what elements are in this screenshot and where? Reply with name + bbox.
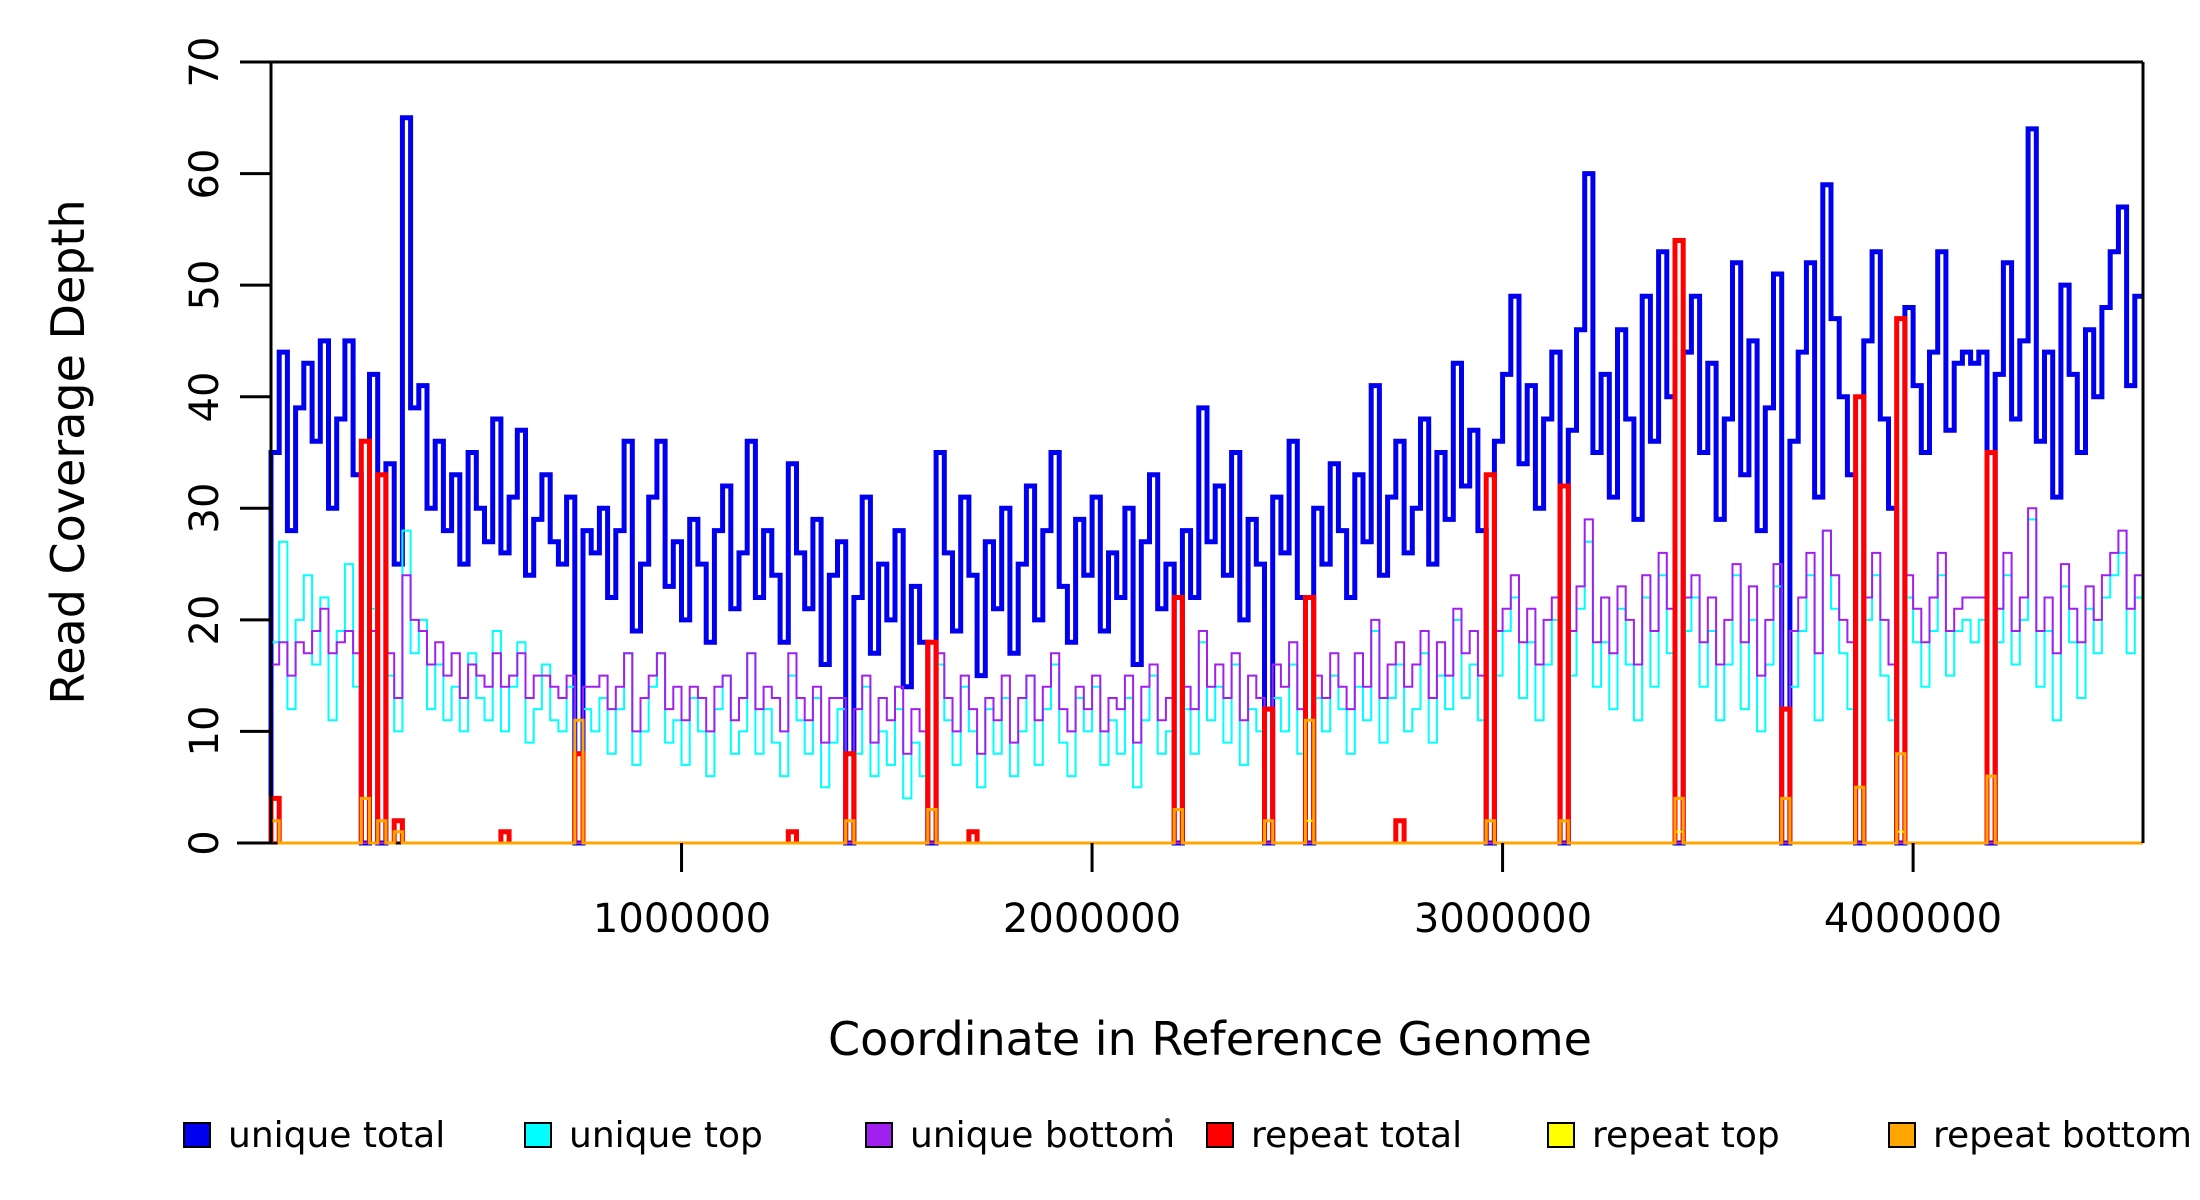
legend-entry-unique-bottom: unique bottom	[865, 1115, 1175, 1156]
series-line-repeat-bottom	[269, 718, 2143, 845]
legend-entry-repeat-top: repeat top	[1547, 1115, 1780, 1156]
y-tick-label: 0	[182, 830, 228, 856]
x-tick-label: 2000000	[1002, 896, 1182, 942]
legend-label: unique top	[569, 1114, 763, 1156]
y-tick-label: 30	[182, 482, 228, 534]
unique-top-swatch-icon	[524, 1122, 552, 1148]
unique-bottom-swatch-icon	[865, 1122, 893, 1148]
legend-label: unique total	[228, 1114, 446, 1156]
x-axis-title: Coordinate in Reference Genome	[828, 1012, 1592, 1066]
y-tick-label: 20	[182, 594, 228, 646]
legend-entry-unique-total: unique total	[183, 1115, 445, 1156]
legend-entry-repeat-total: repeat total	[1206, 1115, 1462, 1156]
y-axis-title: Read Coverage Depth	[41, 199, 95, 705]
x-tick-label: 3000000	[1413, 896, 1593, 942]
stray-dot-artifact	[1165, 1118, 1170, 1123]
legend-entry-unique-top: unique top	[524, 1115, 763, 1156]
legend-label: repeat bottom	[1933, 1114, 2192, 1156]
x-tick-label: 4000000	[1823, 896, 2003, 942]
y-tick-label: 60	[182, 148, 228, 200]
repeat-bottom-swatch-icon	[1888, 1122, 1916, 1148]
repeat-total-swatch-icon	[1206, 1122, 1234, 1148]
y-tick-label: 10	[182, 705, 228, 757]
y-tick-label: 40	[182, 371, 228, 423]
legend-label: repeat top	[1592, 1114, 1780, 1156]
legend-label: unique bottom	[910, 1114, 1176, 1156]
unique-total-swatch-icon	[183, 1122, 211, 1148]
legend-entry-repeat-bottom: repeat bottom	[1888, 1115, 2192, 1156]
series-line-repeat-total	[268, 238, 1998, 843]
repeat-top-swatch-icon	[1547, 1122, 1575, 1148]
y-tick-label: 50	[182, 259, 228, 311]
x-tick-label: 1000000	[592, 896, 772, 942]
legend-label: repeat total	[1251, 1114, 1463, 1156]
y-tick-label: 70	[182, 36, 228, 88]
